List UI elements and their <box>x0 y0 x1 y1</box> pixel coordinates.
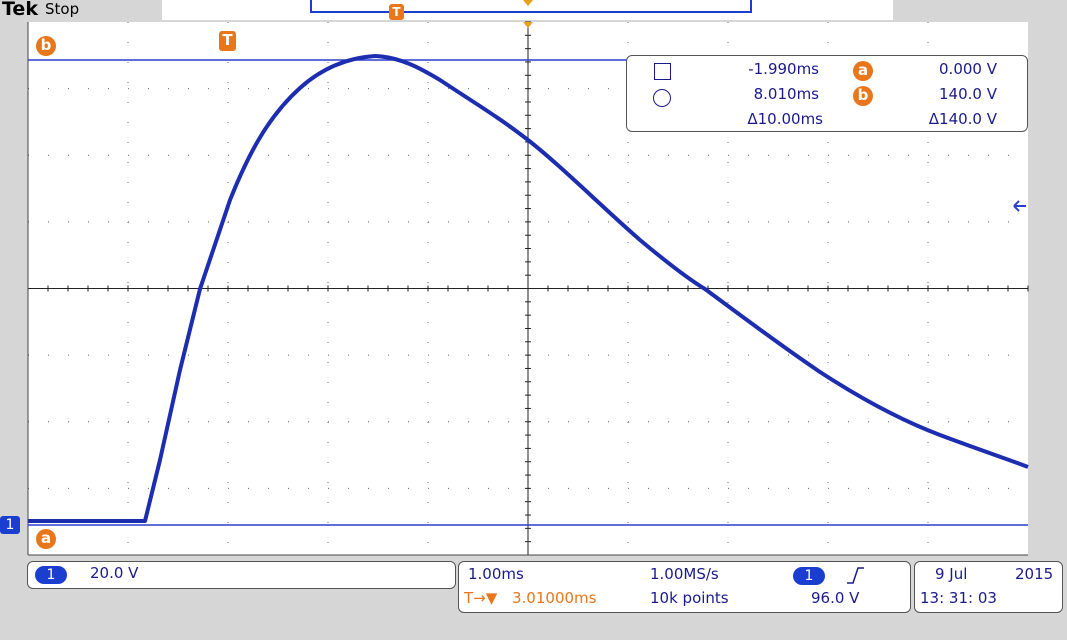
trigger-pos-marker <box>523 22 533 28</box>
horizontal-position: 3.01000ms <box>512 589 597 607</box>
cursor-delta-time: Δ10.00ms <box>747 110 823 128</box>
cursor-a-badge: a <box>36 529 56 549</box>
horizontal-box[interactable]: 1.00ms 1.00MS/s 1 T→▼ 3.01000ms 10k poin… <box>458 561 911 613</box>
waveform <box>28 54 1029 523</box>
channel-ground-marker: 1 <box>0 516 20 534</box>
datetime-box: 9 Jul 2015 13: 31: 03 <box>914 561 1063 613</box>
grid <box>27 21 1029 556</box>
record-view <box>162 0 893 20</box>
cursor-delta-value: Δ140.0 V <box>928 110 997 128</box>
acq-state: Stop <box>45 0 80 18</box>
trigger-channel: 1 <box>793 567 825 585</box>
record-length: 10k points <box>650 589 729 607</box>
vertical-scale: 20.0 V <box>90 564 139 582</box>
cursor-square-icon <box>654 63 671 80</box>
cursor-time: 8.010ms <box>753 85 819 103</box>
trigger-level: 96.0 V <box>811 589 860 607</box>
cursor-time: -1.990ms <box>748 60 819 78</box>
time: 13: 31: 03 <box>920 589 997 607</box>
cursor-label: b <box>853 86 873 106</box>
cursor-b-badge: b <box>36 36 56 56</box>
trigger-icon: T→▼ <box>464 589 498 607</box>
cursor-value: 0.000 V <box>939 60 997 78</box>
cursor-label: a <box>853 61 873 81</box>
channel-badge: 1 <box>35 566 67 584</box>
trigger-marker: T <box>219 31 236 51</box>
trigger-level-marker <box>1013 200 1026 212</box>
year: 2015 <box>1015 565 1054 583</box>
sample-rate: 1.00MS/s <box>650 565 719 583</box>
date: 9 Jul <box>935 565 968 583</box>
channel-box[interactable]: 1 20.0 V <box>27 561 456 589</box>
trigger-pos-marker-top <box>523 0 533 6</box>
cursor-value: 140.0 V <box>939 85 997 103</box>
time-scale: 1.00ms <box>468 565 524 583</box>
brand: Tek <box>2 0 38 20</box>
trigger-slope-icon <box>847 567 864 584</box>
view-bracket <box>310 0 752 13</box>
trigger-marker-top: T <box>389 4 404 20</box>
cursor-circle-icon <box>653 89 671 107</box>
cursor-readout: -1.990ms a 0.000 V 8.010ms b 140.0 V Δ10… <box>626 55 1028 132</box>
